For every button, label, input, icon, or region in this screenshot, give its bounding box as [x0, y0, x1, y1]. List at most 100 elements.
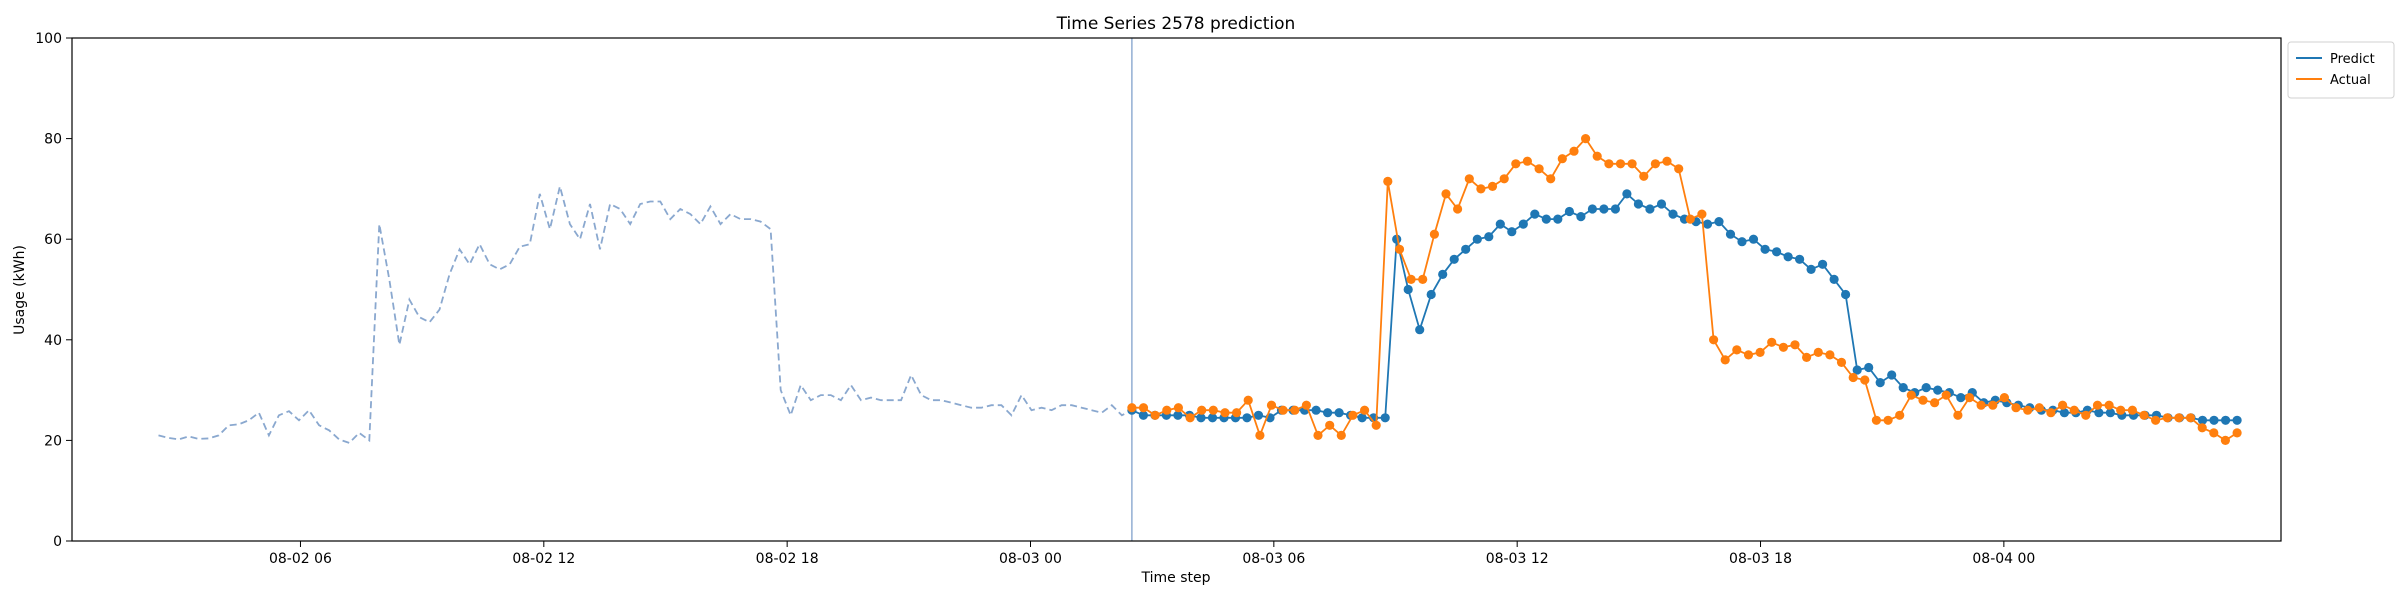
actual-point [1464, 174, 1474, 184]
plot-frame [71, 37, 2282, 542]
actual-point [1243, 395, 1253, 405]
predict-point [1507, 227, 1517, 237]
actual-point [1941, 390, 1951, 400]
predict-point [1748, 234, 1759, 244]
predict-point [1852, 365, 1862, 375]
actual-point [2069, 405, 2079, 415]
predict-point [1403, 284, 1413, 295]
actual-point [1685, 214, 1695, 224]
actual-point [1895, 410, 1905, 420]
actual-point [1348, 410, 1358, 420]
predict-point [1449, 254, 1459, 264]
actual-point [1662, 156, 1672, 166]
actual-point [1813, 347, 1823, 357]
predict-point [1173, 410, 1183, 420]
predict-point [1541, 214, 1551, 224]
actual-point [1557, 154, 1567, 164]
actual-point [1732, 345, 1742, 355]
predict-point [1795, 254, 1805, 264]
actual-point [1534, 164, 1544, 174]
predict-point [1956, 393, 1966, 403]
predict-point [1829, 274, 1839, 284]
actual-point [1208, 405, 1218, 415]
legend-label-actual: Actual [2330, 73, 2371, 88]
predict-point [1576, 212, 1586, 222]
predict-point [1633, 199, 1643, 209]
y-tick-label: 0 [53, 534, 62, 550]
predict-point [1334, 408, 1344, 418]
predict-point [1415, 325, 1425, 335]
actual-point [1697, 209, 1707, 219]
x-tick-label: 08-03 12 [1486, 551, 1549, 567]
actual-point [1127, 403, 1137, 413]
x-tick-label: 08-04 00 [1972, 551, 2035, 567]
predict-point [2232, 415, 2242, 425]
predict-point [1783, 252, 1793, 262]
actual-point [1581, 134, 1591, 144]
actual-point [1162, 405, 1172, 415]
predict-point [1737, 237, 1747, 247]
actual-point [1988, 400, 1998, 410]
predict-point [1702, 219, 1713, 229]
legend-label-predict: Predict [2330, 52, 2375, 67]
actual-point [1930, 398, 1940, 408]
actual-point [1383, 176, 1393, 186]
actual-point [2232, 428, 2242, 438]
actual-point [2127, 405, 2137, 415]
actual-point [1453, 204, 1463, 214]
actual-point [1825, 350, 1835, 360]
predict-point [1622, 189, 1632, 199]
actual-point [1743, 350, 1754, 360]
actual-point [2092, 400, 2103, 410]
x-tick-label: 08-03 00 [999, 551, 1062, 567]
actual-point [1476, 184, 1486, 194]
predict-point [1438, 269, 1448, 279]
history-line [158, 186, 1133, 444]
predict-point [1484, 232, 1494, 242]
x-tick-label: 08-03 18 [1729, 551, 1792, 567]
predict-point [1138, 410, 1148, 420]
predict-point [1472, 234, 1482, 244]
actual-point [2185, 413, 2196, 423]
actual-point [1755, 347, 1765, 357]
actual-point [1802, 352, 1812, 362]
actual-point [1336, 430, 1346, 440]
actual-point [1418, 274, 1428, 284]
actual-point [1360, 405, 1370, 415]
actual-point [2081, 410, 2091, 420]
predict-point [1875, 378, 1885, 388]
x-axis-label: Time step [1141, 570, 1211, 586]
y-tick-label: 20 [44, 433, 62, 449]
predict-point [1656, 199, 1667, 209]
actual-point [1266, 400, 1277, 410]
actual-point [1138, 403, 1149, 413]
actual-point [1604, 159, 1614, 169]
actual-point [1639, 171, 1649, 181]
actual-point [1860, 375, 1870, 385]
legend: Predict Actual [2287, 41, 2395, 99]
predict-point [1887, 370, 1897, 380]
predict-point [1530, 209, 1540, 219]
actual-point [1778, 342, 1788, 352]
actual-point [2139, 410, 2149, 420]
chart-title: Time Series 2578 prediction [1056, 14, 1296, 34]
predict-point [1760, 244, 1770, 254]
actual-point [1569, 146, 1579, 156]
actual-point [1429, 229, 1439, 239]
actual-point [1999, 393, 2009, 403]
x-tick-label: 08-02 06 [269, 551, 332, 567]
predict-point [1725, 229, 1736, 239]
actual-point [2116, 405, 2126, 415]
x-tick-label: 08-03 06 [1242, 551, 1305, 567]
actual-point [1720, 355, 1730, 365]
actual-point [1627, 159, 1637, 169]
x-axis: 08-02 06 08-02 12 08-02 18 08-03 00 08-03 06… [269, 541, 2035, 567]
actual-point [2151, 415, 2161, 425]
actual-point [1325, 420, 1335, 430]
actual-point [1790, 340, 1800, 350]
y-axis-label: Usage (kWh) [12, 245, 28, 335]
predict-point [1864, 362, 1874, 373]
x-tick-label: 08-02 18 [756, 551, 819, 567]
actual-point [2046, 408, 2056, 418]
actual-point [1290, 405, 1300, 415]
